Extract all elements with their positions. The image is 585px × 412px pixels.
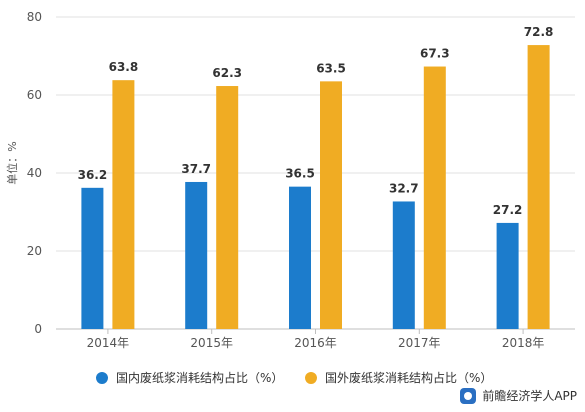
x-tick-label: 2017年	[398, 336, 441, 350]
x-tick-label: 2016年	[294, 336, 337, 350]
bar-foreign	[423, 66, 446, 329]
bar-domestic	[81, 187, 104, 329]
legend-dot-domestic	[96, 371, 108, 384]
data-label: 72.8	[524, 25, 554, 39]
data-label: 37.7	[181, 162, 211, 176]
x-tick-label: 2014年	[87, 336, 130, 350]
bar-domestic	[185, 181, 208, 329]
legend-dot-foreign	[305, 371, 317, 384]
data-label: 36.2	[78, 168, 108, 182]
y-axis-label: 单位：%	[5, 141, 19, 184]
data-label: 63.5	[316, 61, 346, 75]
bar-foreign	[216, 86, 239, 329]
bar-foreign	[527, 45, 550, 329]
y-tick-label: 40	[27, 166, 42, 180]
bar-foreign	[112, 80, 135, 330]
y-tick-label: 0	[34, 322, 42, 336]
bar-domestic	[496, 222, 519, 329]
data-label: 32.7	[389, 181, 419, 195]
source-text: 前瞻经济学人APP	[482, 389, 577, 403]
legend-label-foreign: 国外废纸浆消耗结构占比（%）	[325, 371, 493, 385]
y-tick-label: 80	[27, 10, 42, 24]
legend-item-domestic: 国内废纸浆消耗结构占比（%）	[96, 369, 283, 386]
app-logo-icon	[460, 387, 477, 404]
legend-item-foreign: 国外废纸浆消耗结构占比（%）	[305, 369, 492, 386]
data-label: 27.2	[493, 203, 523, 217]
data-label: 63.8	[109, 60, 139, 74]
data-label: 67.3	[420, 47, 450, 61]
bar-domestic	[289, 186, 311, 329]
data-label: 62.3	[212, 66, 242, 80]
bar-foreign	[320, 81, 342, 329]
y-tick-label: 20	[27, 244, 42, 258]
x-tick-label: 2018年	[502, 336, 545, 350]
data-label: 36.5	[285, 167, 315, 181]
y-tick-label: 60	[27, 88, 42, 102]
legend: 国内废纸浆消耗结构占比（%） 国外废纸浆消耗结构占比（%）	[0, 369, 585, 387]
source-footer: 前瞻经济学人APP	[460, 387, 577, 404]
legend-label-domestic: 国内废纸浆消耗结构占比（%）	[116, 371, 284, 385]
bar-domestic	[392, 201, 415, 329]
x-tick-label: 2015年	[190, 336, 233, 350]
